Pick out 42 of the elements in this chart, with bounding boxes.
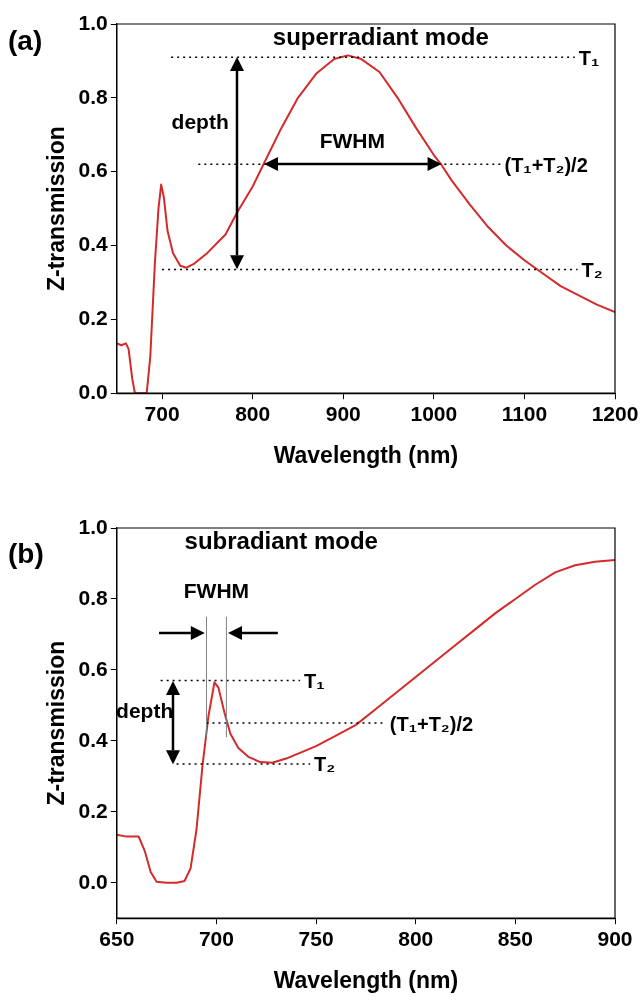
- y-tick-label: 0.0: [78, 869, 108, 893]
- y-tick-label: 1.0: [78, 10, 108, 34]
- text: (a): [8, 24, 43, 56]
- y-tick-label: 0.6: [78, 158, 108, 182]
- y-tick-label: 0.2: [78, 798, 108, 822]
- ref-line-label: T₁: [304, 670, 325, 693]
- annotation: FWHM: [183, 578, 250, 602]
- x-tick-label: 900: [325, 401, 361, 425]
- y-tick-label: 0.0: [78, 380, 108, 403]
- ref-line-label: (T₁+T₂)/2: [504, 153, 588, 176]
- annotation: depth: [116, 699, 174, 723]
- y-tick-label: 0.6: [78, 656, 108, 680]
- chart-title: subradiant mode: [184, 526, 378, 554]
- y-tick-label: 0.4: [78, 232, 109, 256]
- x-tick-label: 700: [198, 926, 234, 950]
- x-tick-label: 900: [597, 926, 633, 950]
- x-tick-label: 650: [99, 926, 135, 950]
- ref-line-label: T₁: [578, 46, 600, 69]
- x-axis-title: Wavelength (nm): [273, 966, 459, 993]
- text: (b): [8, 537, 44, 569]
- ref-line-label: T₂: [314, 753, 336, 776]
- x-tick-label: 700: [144, 401, 180, 425]
- x-tick-label: 850: [497, 926, 533, 950]
- y-tick-label: 0.2: [78, 306, 108, 330]
- x-tick-label: 1200: [591, 401, 639, 425]
- ref-line-label: T₂: [581, 259, 603, 282]
- y-tick-label: 1.0: [78, 514, 108, 538]
- x-tick-label: 1000: [410, 401, 458, 425]
- y-tick-label: 0.4: [78, 727, 109, 751]
- chart-title: superradiant mode: [272, 22, 489, 50]
- y-tick-label: 0.8: [78, 84, 109, 108]
- x-tick-label: 800: [398, 926, 434, 950]
- y-axis-title: Z-transmission: [43, 640, 70, 806]
- x-tick-label: 800: [235, 401, 271, 425]
- annotation: depth: [171, 110, 229, 134]
- y-axis-title: Z-transmission: [43, 126, 70, 292]
- ref-line-label: (T₁+T₂)/2: [389, 712, 474, 735]
- annotation: FWHM: [319, 128, 385, 152]
- x-tick-label: 750: [298, 926, 334, 950]
- x-tick-label: 1100: [501, 401, 548, 425]
- x-axis-title: Wavelength (nm): [273, 441, 459, 468]
- y-tick-label: 0.8: [78, 585, 109, 609]
